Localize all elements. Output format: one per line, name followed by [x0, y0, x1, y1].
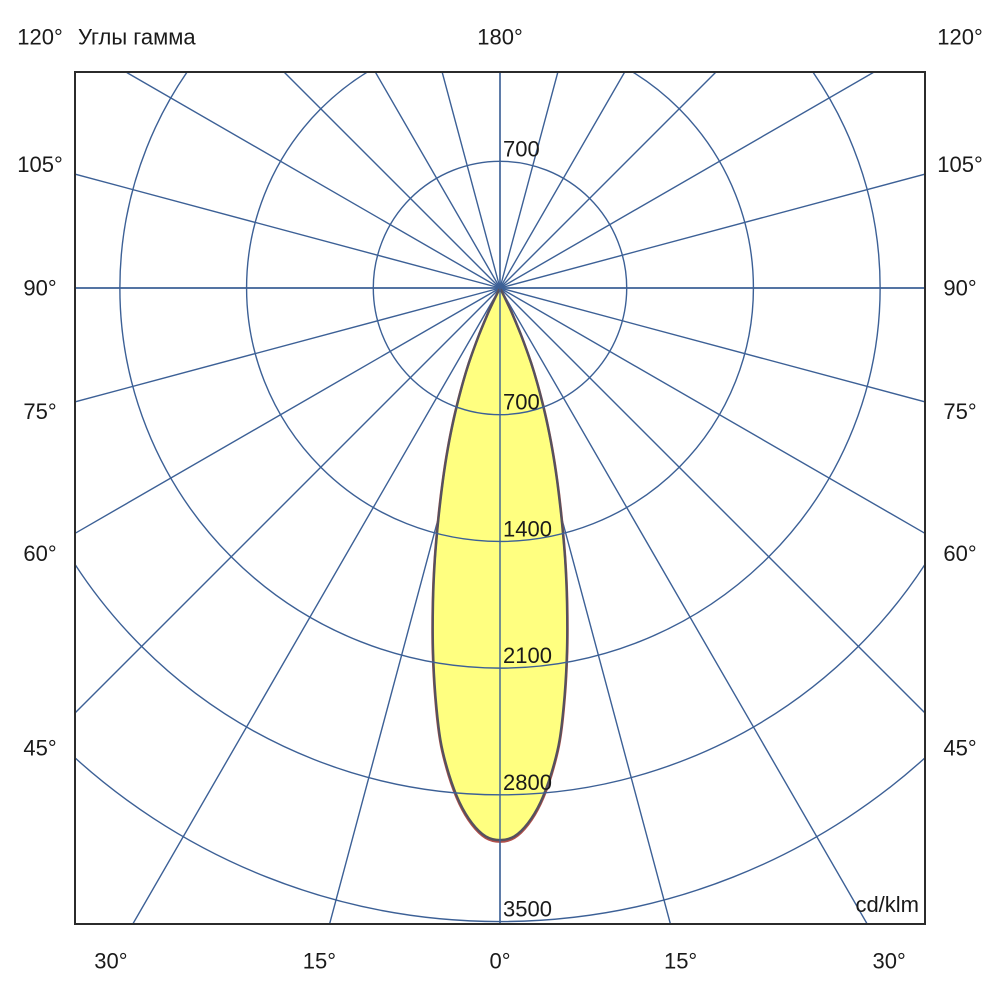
axis-labels: 120° 120° 105° 105° 90° 90° 75° 75° 60° 60° 45° 45°…	[17, 25, 983, 974]
bottom-angle-label: 15°	[664, 949, 697, 974]
axis-lines	[75, 72, 925, 924]
gamma-angle-label-right: 75°	[943, 399, 976, 424]
unit-label: cd/klm	[855, 892, 919, 917]
intensity-tick-label: 1400	[503, 516, 552, 541]
gamma-angle-label-left: 90°	[23, 276, 56, 301]
bottom-angle-label: 30°	[94, 949, 127, 974]
gamma-grid-line	[499, 287, 925, 535]
gamma-grid-line	[499, 287, 925, 714]
gamma-grid-line	[499, 72, 876, 289]
gamma-grid-line	[374, 72, 501, 289]
intensity-tick-label: 2100	[503, 643, 552, 668]
bottom-angle-label: 30°	[872, 949, 905, 974]
gamma-angle-label-left: 45°	[23, 736, 56, 761]
chart-title: Углы гамма	[78, 25, 196, 50]
intensity-tick-label: 700	[503, 136, 540, 161]
gamma-grid-line	[283, 72, 501, 289]
gamma-angle-label-right: 120°	[937, 25, 983, 50]
gamma-grid-line	[499, 72, 717, 289]
gamma-grid-line	[499, 72, 559, 289]
gamma-grid-line	[75, 173, 501, 289]
gamma-angle-label-left: 75°	[23, 399, 56, 424]
gamma-grid-line	[124, 72, 501, 289]
gamma-grid-line	[499, 287, 869, 924]
gamma-angle-label-right: 45°	[943, 736, 976, 761]
bottom-angle-label: 15°	[303, 949, 336, 974]
gamma-angle-label-left: 60°	[23, 541, 56, 566]
gamma-angle-label-right: 60°	[943, 541, 976, 566]
intensity-tick-label: 3500	[503, 897, 552, 922]
gamma-grid-line	[75, 287, 501, 535]
gamma-angle-label-right: 105°	[937, 152, 983, 177]
gamma-grid-line	[499, 72, 626, 289]
gamma-grid-line	[131, 287, 501, 924]
gamma-angle-label-left: 120°	[17, 25, 63, 50]
intensity-tick-label: 700	[503, 390, 540, 415]
bottom-angle-label: 0°	[489, 949, 510, 974]
gamma-grid-line	[499, 287, 925, 403]
gamma-angle-label-right: 90°	[943, 276, 976, 301]
gamma-angle-label-left: 105°	[17, 152, 63, 177]
intensity-tick-label: 2800	[503, 770, 552, 795]
top-angle-label: 180°	[477, 25, 523, 50]
gamma-grid-line	[75, 287, 501, 714]
gamma-grid-line	[441, 72, 501, 289]
plot-border	[74, 71, 926, 925]
gamma-grid-line	[75, 287, 501, 403]
gamma-grid-line	[499, 173, 925, 289]
